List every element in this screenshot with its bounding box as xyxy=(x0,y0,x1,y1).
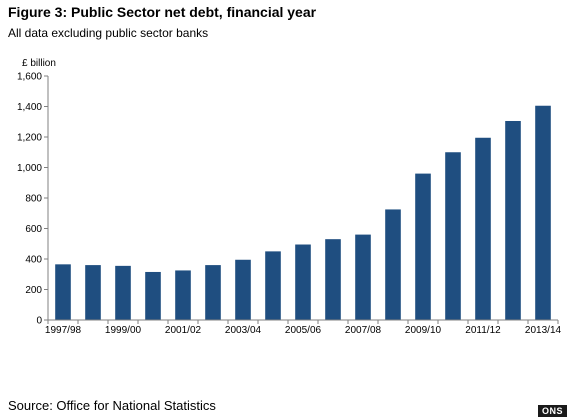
x-tick-label: 2011/12 xyxy=(465,325,501,336)
bar-2006-07 xyxy=(325,239,341,320)
chart-title: Figure 3: Public Sector net debt, financ… xyxy=(8,4,317,20)
y-tick-label: 800 xyxy=(25,194,42,205)
bar-2011-12 xyxy=(475,137,491,320)
bar-1998-99 xyxy=(85,265,101,320)
bar-2008-09 xyxy=(385,209,401,320)
bar-2002-03 xyxy=(205,265,221,320)
bar-2000-01 xyxy=(145,271,161,320)
x-axis: 1997/98 1999/00 2001/02 2003/04 2005/06 2007/… xyxy=(45,319,562,336)
y-tick-label: 1,600 xyxy=(17,72,42,83)
x-tick-label: 2009/10 xyxy=(405,325,442,336)
y-tick-label: 0 xyxy=(36,316,42,327)
bar-2010-11 xyxy=(445,152,461,320)
bar-2004-05 xyxy=(265,251,281,320)
source-note: Source: Office for National Statistics xyxy=(8,398,216,413)
bar-1999-00 xyxy=(115,265,131,320)
bar-2003-04 xyxy=(235,259,251,320)
bar-2012-13 xyxy=(505,120,521,320)
y-tick-label: 1,400 xyxy=(17,102,42,113)
y-tick-label: 400 xyxy=(25,255,42,266)
bar-series xyxy=(55,105,551,320)
ons-logo: ONS xyxy=(538,405,567,417)
y-tick-label: 200 xyxy=(25,285,42,296)
bar-2007-08 xyxy=(355,234,371,320)
bar-2009-10 xyxy=(415,173,431,320)
x-tick-label: 1997/98 xyxy=(45,325,82,336)
x-tick-label: 2005/06 xyxy=(285,325,322,336)
y-tick-label: 1,200 xyxy=(17,133,42,144)
y-axis: 0 200 400 600 800 1,000 1,200 1,400 1,600 xyxy=(17,72,49,327)
bar-1997-98 xyxy=(55,264,71,320)
bar-2005-06 xyxy=(295,244,311,320)
x-tick-label: 2003/04 xyxy=(225,325,262,336)
y-tick-label: 1,000 xyxy=(17,163,42,174)
y-tick-label: 600 xyxy=(25,224,42,235)
x-tick-label: 1999/00 xyxy=(105,325,142,336)
bar-2013-14 xyxy=(535,105,551,320)
x-tick-label: 2013/14 xyxy=(525,325,562,336)
bar-2001-02 xyxy=(175,270,191,320)
x-tick-label: 2001/02 xyxy=(165,325,202,336)
y-axis-unit-label: £ billion xyxy=(22,58,56,69)
chart-subtitle: All data excluding public sector banks xyxy=(8,26,209,40)
x-tick-label: 2007/08 xyxy=(345,325,382,336)
